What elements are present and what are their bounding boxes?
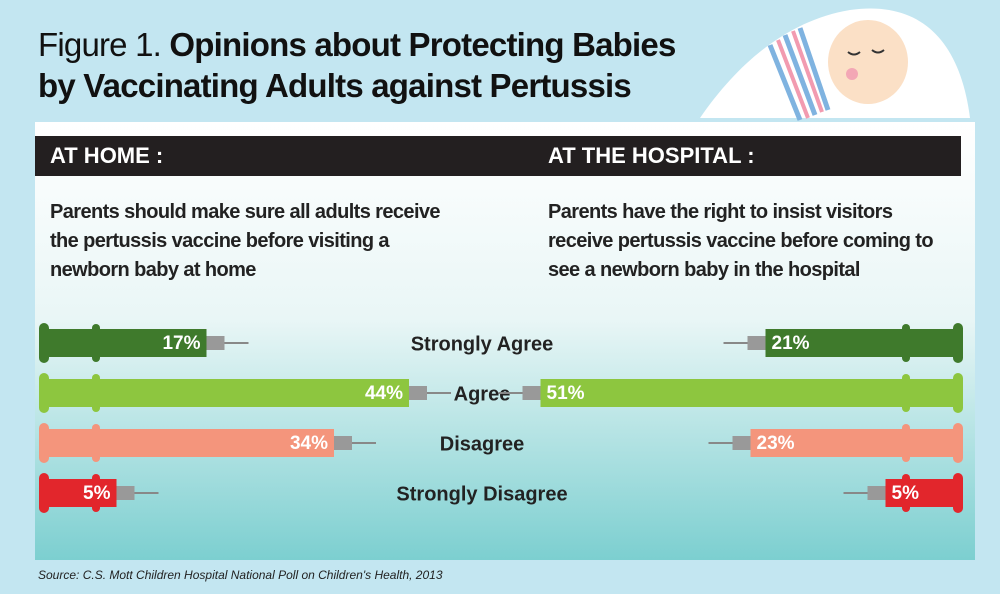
value-label: 44% [365, 383, 403, 404]
value-label: 17% [162, 333, 200, 354]
value-label: 5% [83, 483, 111, 504]
needle-hub [334, 436, 352, 450]
needle-hub [867, 486, 886, 500]
bar [44, 379, 409, 407]
bar [750, 429, 958, 457]
value-label: 23% [757, 433, 795, 454]
needle-hub [732, 436, 751, 450]
title-text: Opinions about Protecting Babies by Vacc… [38, 26, 676, 104]
category-label: Agree [454, 383, 511, 405]
bar [540, 379, 958, 407]
series-description: Parents have the right to insist visitor… [548, 201, 934, 281]
bar [44, 429, 334, 457]
baby-icon [700, 8, 970, 121]
series-heading: AT THE HOSPITAL : [548, 143, 755, 168]
category-label: Disagree [440, 433, 525, 455]
bar [44, 329, 207, 357]
value-label: 5% [892, 483, 920, 504]
category-label: Strongly Agree [411, 333, 554, 355]
value-label: 34% [290, 433, 328, 454]
source: Source: C.S. Mott Children Hospital Nati… [38, 568, 443, 582]
needle-hub [409, 386, 427, 400]
needle-hub [206, 336, 225, 350]
bar [44, 479, 117, 507]
header-bar [35, 136, 961, 176]
series-description: Parents should make sure all adults rece… [50, 201, 441, 281]
category-label: Strongly Disagree [396, 483, 567, 505]
value-label: 21% [772, 333, 810, 354]
needle-hub [116, 486, 135, 500]
needle-hub [522, 386, 541, 400]
value-label: 51% [547, 383, 585, 404]
needle-hub [747, 336, 766, 350]
bar [885, 479, 958, 507]
chart-title: Figure 1. Opinions about Protecting Babi… [38, 24, 698, 106]
figure-label: Figure 1. [38, 26, 162, 63]
bar [765, 329, 958, 357]
series-heading: AT HOME : [50, 143, 163, 168]
